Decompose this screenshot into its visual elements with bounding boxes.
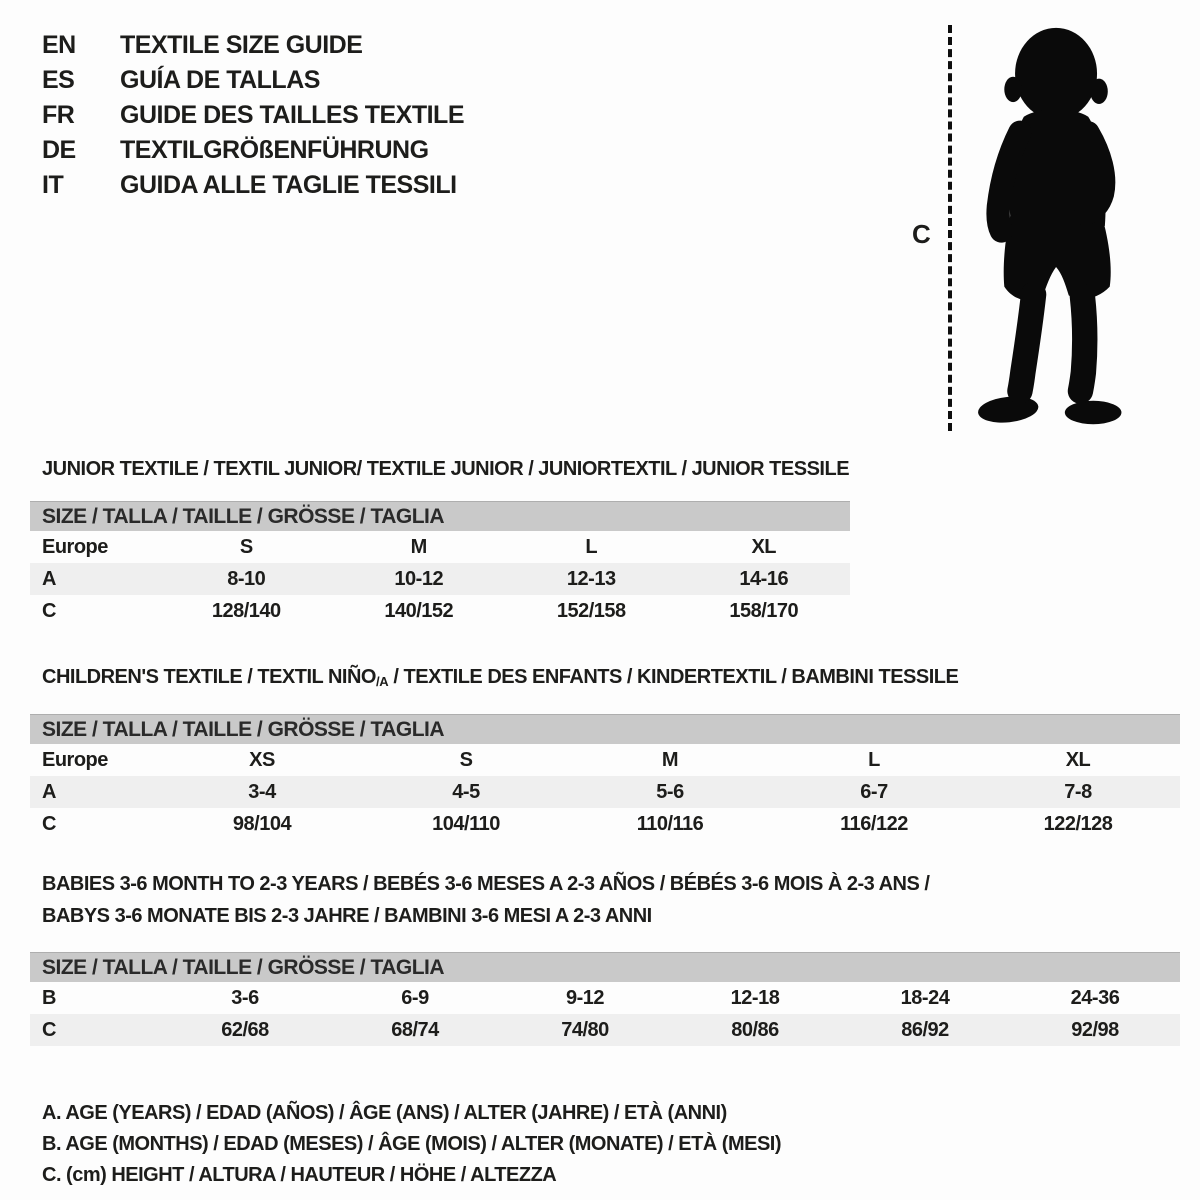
size-header-bar: SIZE / TALLA / TAILLE / GRÖSSE / TAGLIA [30, 952, 1180, 982]
age-cell: 5-6 [656, 781, 684, 803]
table-row-height: C 62/68 68/74 74/80 80/86 86/92 92/98 [30, 1014, 1180, 1046]
table-row-height: C 98/104 104/110 110/116 116/122 122/128 [30, 808, 1180, 840]
guide-title-it: GUIDA ALLE TAGLIE TESSILI [120, 171, 457, 199]
age-cell: 18-24 [900, 987, 950, 1009]
measure-legend: A. AGE (YEARS) / EDAD (AÑOS) / ÂGE (ANS)… [42, 1098, 1200, 1191]
height-cell: 86/92 [901, 1019, 949, 1041]
babies-section-title: BABIES 3-6 MONTH TO 2-3 YEARS / BEBÉS 3-… [42, 868, 1200, 932]
height-cell: 80/86 [731, 1019, 779, 1041]
table-row-height: C 128/140 140/152 152/158 158/170 [30, 595, 850, 627]
age-cell: 7-8 [1064, 781, 1092, 803]
row-label: B [42, 987, 56, 1009]
size-cell: XL [751, 536, 777, 558]
height-cell: 92/98 [1071, 1019, 1119, 1041]
age-cell: 24-36 [1070, 987, 1120, 1009]
height-cell: 98/104 [232, 813, 292, 835]
size-cell: XL [1065, 749, 1091, 771]
height-cell: 116/122 [840, 813, 908, 835]
height-cell: 74/80 [561, 1019, 609, 1041]
age-cell: 12-13 [566, 568, 616, 590]
age-cell: 4-5 [452, 781, 480, 803]
age-cell: 8-10 [227, 568, 266, 590]
height-cell: 158/170 [729, 600, 799, 622]
language-code: FR [42, 101, 75, 129]
language-code: EN [42, 31, 76, 59]
size-cell: S [239, 536, 253, 558]
height-cell: 110/116 [636, 813, 704, 835]
language-title-list: EN TEXTILE SIZE GUIDE ES GUÍA DE TALLAS … [42, 31, 1200, 199]
size-header-bar: SIZE / TALLA / TAILLE / GRÖSSE / TAGLIA [30, 501, 850, 531]
guide-title-fr: GUIDE DES TAILLES TEXTILE [120, 101, 465, 129]
language-code: ES [42, 66, 75, 94]
guide-title-es: GUÍA DE TALLAS [120, 66, 320, 94]
age-cell: 12-18 [730, 987, 780, 1009]
legend-line-b: B. AGE (MONTHS) / EDAD (MESES) / ÂGE (MO… [42, 1133, 782, 1155]
height-cell: 104/110 [432, 813, 500, 835]
children-section-title: CHILDREN'S TEXTILE / TEXTIL NIÑO/A / TEX… [42, 665, 1200, 694]
children-title-subscript: /A [375, 674, 389, 689]
height-cell: 152/158 [556, 600, 626, 622]
table-row-age: A 3-4 4-5 5-6 6-7 7-8 [30, 776, 1180, 808]
row-label: Europe [42, 749, 108, 771]
junior-size-table: SIZE / TALLA / TAILLE / GRÖSSE / TAGLIA … [30, 501, 850, 627]
age-cell: 3-4 [248, 781, 276, 803]
size-cell: M [410, 536, 428, 558]
row-label: C [42, 600, 56, 622]
babies-title-line-2: BABYS 3-6 MONATE BIS 2-3 JAHRE / BAMBINI… [42, 905, 652, 927]
size-header-bar: SIZE / TALLA / TAILLE / GRÖSSE / TAGLIA [30, 714, 1180, 744]
row-label: Europe [42, 536, 108, 558]
age-cell: 9-12 [565, 987, 605, 1009]
size-cell: XS [249, 749, 275, 771]
language-code: DE [42, 136, 76, 164]
height-cell: 68/74 [391, 1019, 439, 1041]
row-label: C [42, 1019, 56, 1041]
age-cell: 6-7 [860, 781, 888, 803]
height-cell: 122/128 [1043, 813, 1113, 835]
babies-size-table: SIZE / TALLA / TAILLE / GRÖSSE / TAGLIA … [30, 952, 1180, 1046]
page-header: EN TEXTILE SIZE GUIDE ES GUÍA DE TALLAS … [30, 25, 1200, 445]
table-row-age: A 8-10 10-12 12-13 14-16 [30, 563, 850, 595]
size-cell: L [585, 536, 598, 558]
measure-c-label: C [912, 219, 931, 249]
children-size-table: SIZE / TALLA / TAILLE / GRÖSSE / TAGLIA … [30, 714, 1180, 840]
height-dashed-line [948, 25, 952, 431]
children-title-text: / TEXTILE DES ENFANTS / KINDERTEXTIL / B… [388, 666, 959, 688]
height-measure-figure: C [870, 21, 1200, 437]
height-cell: 140/152 [384, 600, 454, 622]
age-cell: 6-9 [401, 987, 429, 1009]
babies-title-line-1: BABIES 3-6 MONTH TO 2-3 YEARS / BEBÉS 3-… [42, 873, 930, 895]
table-row-age-months: B 3-6 6-9 9-12 12-18 18-24 24-36 [30, 982, 1180, 1014]
row-label: A [42, 781, 56, 803]
legend-line-a: A. AGE (YEARS) / EDAD (AÑOS) / ÂGE (ANS)… [42, 1102, 727, 1124]
table-row-europe: Europe XS S M L XL [30, 744, 1180, 776]
size-cell: M [661, 749, 679, 771]
size-cell: L [868, 749, 880, 771]
height-cell: 62/68 [221, 1019, 269, 1041]
guide-title-de: TEXTILGRÖßENFÜHRUNG [120, 136, 429, 164]
size-cell: S [459, 749, 473, 771]
row-label: C [42, 813, 56, 835]
age-cell: 14-16 [739, 568, 789, 590]
junior-section-title: JUNIOR TEXTILE / TEXTIL JUNIOR/ TEXTILE … [42, 458, 850, 480]
toddler-silhouette-image [978, 27, 1122, 425]
guide-title-en: TEXTILE SIZE GUIDE [120, 31, 363, 59]
age-cell: 10-12 [394, 568, 444, 590]
height-cell: 128/140 [211, 600, 281, 622]
children-title-text: CHILDREN'S TEXTILE / TEXTIL NIÑO [42, 666, 376, 688]
legend-line-c: C. (cm) HEIGHT / ALTURA / HAUTEUR / HÖHE… [42, 1164, 557, 1186]
language-code: IT [42, 171, 64, 199]
table-row-europe: Europe S M L XL [30, 531, 850, 563]
age-cell: 3-6 [231, 987, 259, 1009]
row-label: A [42, 568, 56, 590]
